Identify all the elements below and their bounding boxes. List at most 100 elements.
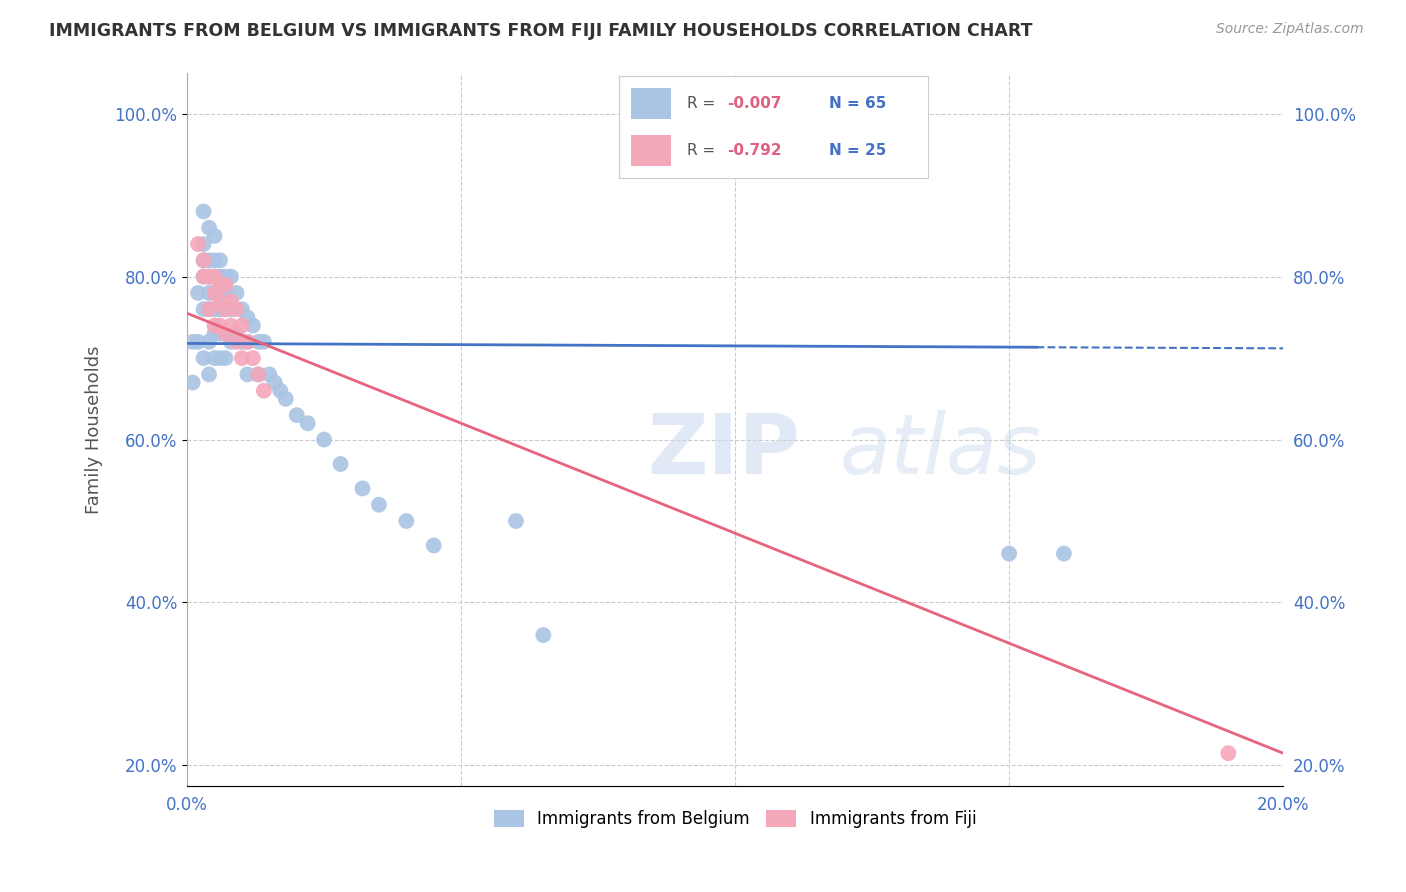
Point: [214, 269, 236, 284]
Point: [214, 351, 236, 365]
Point: [198, 302, 221, 317]
Point: [998, 547, 1021, 561]
Text: R =: R =: [686, 96, 720, 111]
Point: [208, 277, 231, 292]
Text: N = 25: N = 25: [830, 144, 886, 158]
Point: [204, 228, 226, 243]
Point: [231, 334, 253, 349]
Point: [204, 302, 226, 317]
Point: [204, 253, 226, 268]
Point: [214, 285, 236, 300]
Point: [242, 318, 264, 333]
Point: [208, 269, 231, 284]
Point: [274, 392, 297, 406]
Text: IMMIGRANTS FROM BELGIUM VS IMMIGRANTS FROM FIJI FAMILY HOUSEHOLDS CORRELATION CH: IMMIGRANTS FROM BELGIUM VS IMMIGRANTS FR…: [49, 22, 1033, 40]
Point: [193, 351, 215, 365]
Point: [208, 326, 231, 341]
Point: [204, 285, 226, 300]
Point: [208, 285, 231, 300]
Point: [219, 302, 242, 317]
Point: [181, 334, 204, 349]
Point: [219, 294, 242, 309]
Point: [297, 417, 319, 431]
Point: [242, 351, 264, 365]
Point: [225, 302, 247, 317]
Point: [236, 334, 259, 349]
Point: [204, 318, 226, 333]
Point: [208, 351, 231, 365]
Point: [505, 514, 527, 528]
Point: [236, 310, 259, 325]
Point: [1053, 547, 1076, 561]
Point: [198, 368, 221, 382]
Point: [198, 220, 221, 235]
Y-axis label: Family Households: Family Households: [86, 345, 103, 514]
Point: [253, 334, 276, 349]
Point: [219, 269, 242, 284]
Point: [329, 457, 352, 471]
Point: [231, 318, 253, 333]
Point: [225, 326, 247, 341]
Point: [368, 498, 391, 512]
Point: [263, 376, 285, 390]
Point: [259, 368, 281, 382]
Text: -0.007: -0.007: [727, 96, 782, 111]
Point: [208, 302, 231, 317]
Point: [247, 368, 270, 382]
Point: [193, 269, 215, 284]
Point: [219, 318, 242, 333]
Point: [198, 253, 221, 268]
Point: [253, 384, 276, 398]
Point: [219, 334, 242, 349]
Point: [247, 334, 270, 349]
Point: [225, 285, 247, 300]
Point: [193, 302, 215, 317]
Point: [214, 326, 236, 341]
Point: [193, 204, 215, 219]
Point: [193, 269, 215, 284]
Text: R =: R =: [686, 144, 720, 158]
Point: [422, 539, 444, 553]
Point: [198, 269, 221, 284]
Point: [214, 302, 236, 317]
Point: [231, 302, 253, 317]
Point: [395, 514, 418, 528]
Point: [204, 285, 226, 300]
Legend: Immigrants from Belgium, Immigrants from Fiji: Immigrants from Belgium, Immigrants from…: [486, 803, 983, 835]
Point: [198, 285, 221, 300]
Point: [187, 237, 209, 252]
Point: [193, 253, 215, 268]
Point: [204, 351, 226, 365]
Point: [214, 302, 236, 317]
Point: [198, 269, 221, 284]
Text: -0.792: -0.792: [727, 144, 782, 158]
Point: [531, 628, 554, 642]
Point: [1218, 746, 1240, 760]
Point: [225, 334, 247, 349]
Text: Source: ZipAtlas.com: Source: ZipAtlas.com: [1216, 22, 1364, 37]
Point: [231, 351, 253, 365]
Point: [314, 433, 336, 447]
Point: [214, 277, 236, 292]
Point: [181, 376, 204, 390]
Point: [214, 326, 236, 341]
Text: ZIP: ZIP: [647, 410, 800, 491]
Point: [269, 384, 291, 398]
Point: [236, 334, 259, 349]
Text: N = 65: N = 65: [830, 96, 886, 111]
Point: [204, 269, 226, 284]
Point: [204, 269, 226, 284]
Point: [208, 318, 231, 333]
Point: [187, 285, 209, 300]
FancyBboxPatch shape: [631, 136, 671, 166]
FancyBboxPatch shape: [631, 88, 671, 119]
Point: [208, 253, 231, 268]
Point: [187, 334, 209, 349]
Point: [285, 408, 308, 422]
Point: [247, 368, 270, 382]
Point: [352, 482, 374, 496]
Point: [198, 302, 221, 317]
Point: [204, 326, 226, 341]
Point: [198, 334, 221, 349]
Text: atlas: atlas: [839, 410, 1040, 491]
